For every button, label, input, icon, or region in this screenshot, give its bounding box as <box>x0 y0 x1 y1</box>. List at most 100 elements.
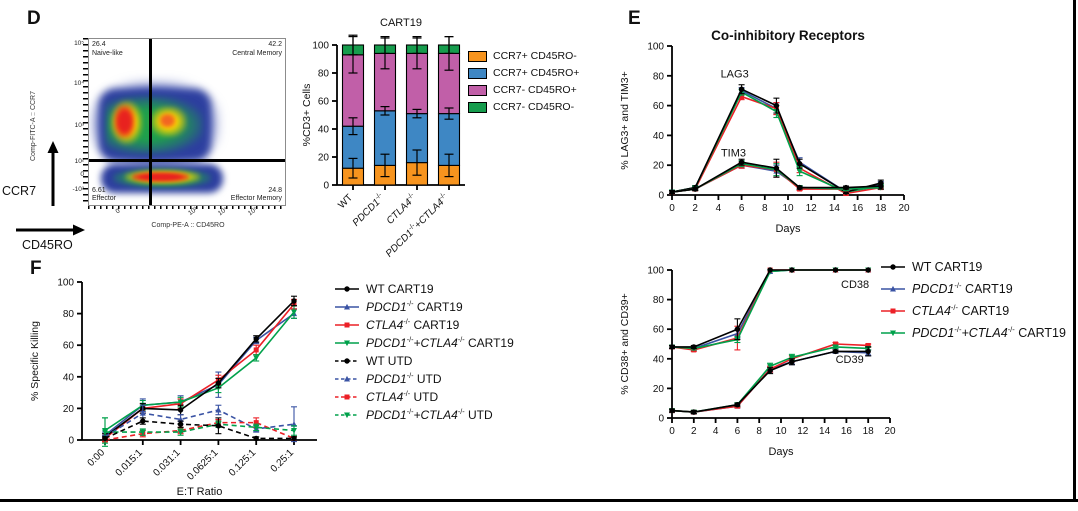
legend-swatch <box>468 101 487 113</box>
legend-item: PDCD1-/-+CTLA4-/- UTD <box>334 408 514 422</box>
svg-text:0: 0 <box>669 426 675 437</box>
svg-text:0: 0 <box>323 181 329 192</box>
svg-text:4: 4 <box>716 203 722 214</box>
line-series <box>102 417 297 442</box>
curve-annotation: CD38 <box>841 279 869 291</box>
legend-item: CCR7+ CD45RO- <box>468 50 579 62</box>
quadrant-naive-like: 26.4 Naive-like <box>92 41 123 57</box>
legend-marker-icon <box>335 286 359 292</box>
legend-item: PDCD1-/-+CTLA4-/- CART19 <box>880 326 1066 340</box>
svg-text:0:00: 0:00 <box>86 447 108 469</box>
svg-text:2: 2 <box>691 426 697 437</box>
legend-label: PDCD1-/-+CTLA4-/- UTD <box>366 407 493 422</box>
svg-text:0.031:1: 0.031:1 <box>151 447 183 479</box>
flow-y-tick: 0 <box>56 171 84 178</box>
error-bar <box>348 157 358 179</box>
legend-item: CTLA4-/- UTD <box>334 390 514 404</box>
svg-text:6: 6 <box>735 426 741 437</box>
legend-swatch <box>468 50 487 62</box>
legend-marker-icon <box>335 358 359 364</box>
flow-y-tick: 10² <box>74 158 84 165</box>
memory-phenotype-legend: CCR7+ CD45RO- CCR7+ CD45RO+ CCR7- CD45RO+ C… <box>468 50 579 113</box>
svg-text:80: 80 <box>63 309 75 320</box>
svg-text:100: 100 <box>647 266 664 277</box>
legend-item: PDCD1-/- UTD <box>334 372 514 386</box>
curve-annotation: CD39 <box>836 354 864 366</box>
cd38-cd39-chart: 0 20 40 60 80 100 0 2 4 6 8 10 12 14 16 18 20 % CD38+ and… <box>619 266 896 459</box>
cd45ro-axis-arrow-icon <box>16 224 85 236</box>
curve-annotation: LAG3 <box>721 68 749 80</box>
svg-text:10: 10 <box>775 426 787 437</box>
page-border-right <box>1073 0 1076 502</box>
svg-text:40: 40 <box>318 125 330 136</box>
y-axis-label: % CD38+ and CD39+ <box>619 293 631 395</box>
legend-marker-icon <box>335 340 359 347</box>
svg-text:20: 20 <box>318 153 330 164</box>
svg-text:0: 0 <box>658 191 664 202</box>
svg-text:80: 80 <box>653 295 665 306</box>
flow-y-tick: -10² <box>72 186 84 193</box>
specific-killing-legend: WT CART19 PDCD1-/- CART19 CTLA4-/- CART19 P… <box>334 282 514 422</box>
error-bar <box>412 108 422 119</box>
memory-phenotype-bar-chart: 020406080100WTPDCD1-/-CTLA4-/-PDCD1-/-+C… <box>301 17 465 260</box>
legend-label: CCR7+ CD45RO- <box>493 50 577 62</box>
x-axis-label: Days <box>775 223 801 235</box>
svg-text:0.015:1: 0.015:1 <box>114 447 146 479</box>
line-series <box>102 298 297 443</box>
legend-label: CCR7- CD45RO+ <box>493 84 577 96</box>
svg-text:4: 4 <box>713 426 719 437</box>
legend-label: WT UTD <box>366 354 413 368</box>
error-bar <box>444 107 454 120</box>
svg-text:60: 60 <box>653 101 665 112</box>
flow-y-axis-label: Comp-FITC-A :: CCR7 <box>30 91 37 162</box>
flow-y-tick: 10³ <box>74 122 84 129</box>
density-blob <box>132 172 189 182</box>
svg-text:18: 18 <box>863 426 875 437</box>
page-border-bottom <box>0 499 1078 502</box>
ccr7-arrow-label: CCR7 <box>2 184 37 198</box>
density-blob <box>114 105 135 138</box>
svg-text:8: 8 <box>762 203 768 214</box>
legend-marker-icon <box>881 264 905 270</box>
legend-item: CCR7+ CD45RO+ <box>468 67 579 79</box>
legend-label: PDCD1-/- UTD <box>366 371 442 386</box>
svg-text:12: 12 <box>797 426 809 437</box>
legend-label: PDCD1-/- CART19 <box>366 299 463 314</box>
svg-text:60: 60 <box>63 341 75 352</box>
quadrant-gate-horizontal <box>89 159 285 162</box>
x-axis-label: E:T Ratio <box>177 486 223 498</box>
legend-marker-icon <box>335 375 359 382</box>
line-series <box>102 417 297 443</box>
legend-label: CTLA4-/- CART19 <box>366 317 460 332</box>
legend-swatch <box>468 67 487 79</box>
svg-text:0.0625:1: 0.0625:1 <box>185 447 221 483</box>
line-series <box>669 346 872 415</box>
svg-text:20: 20 <box>653 384 665 395</box>
error-bar <box>412 36 422 55</box>
panel-label-f: F <box>30 258 42 279</box>
legend-marker-icon <box>881 330 905 337</box>
svg-text:WT: WT <box>336 192 355 211</box>
flow-x-axis-label: Comp-PE-A :: CD45RO <box>151 222 225 229</box>
svg-text:60: 60 <box>653 325 665 336</box>
legend-marker-icon <box>335 394 359 400</box>
legend-item: WT CART19 <box>334 282 514 296</box>
svg-text:18: 18 <box>875 203 887 214</box>
svg-text:12: 12 <box>806 203 818 214</box>
svg-text:8: 8 <box>756 426 762 437</box>
legend-label: CTLA4-/- UTD <box>366 389 439 404</box>
line-series <box>102 417 297 447</box>
axes <box>77 281 317 445</box>
legend-swatch <box>468 84 487 96</box>
y-axis-label: % Specific Killing <box>29 321 41 401</box>
error-bar <box>348 117 358 136</box>
legend-item: PDCD1-/- CART19 <box>334 300 514 314</box>
svg-text:60: 60 <box>318 97 330 108</box>
svg-text:100: 100 <box>312 41 329 52</box>
svg-text:0.25:1: 0.25:1 <box>269 447 297 475</box>
legend-marker-icon <box>335 303 359 310</box>
quadrant-central-memory: 42.2 Central Memory <box>232 41 282 57</box>
error-bar <box>348 34 358 56</box>
